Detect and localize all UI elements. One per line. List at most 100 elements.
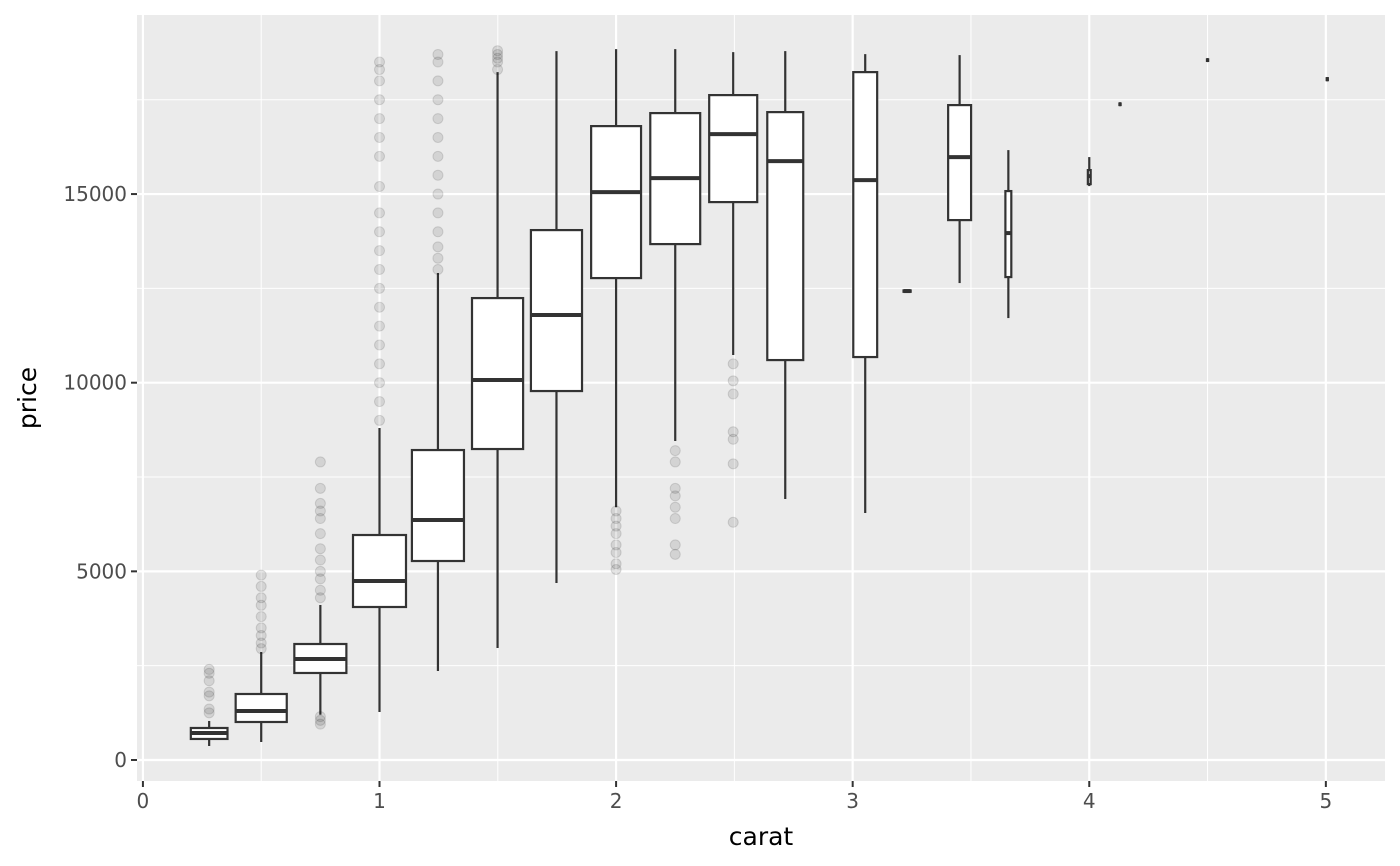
y-axis-title: price: [13, 367, 42, 429]
outlier: [374, 94, 386, 106]
outlier: [314, 505, 326, 517]
outlier: [727, 358, 739, 370]
outlier: [492, 48, 504, 60]
outlier: [610, 558, 622, 570]
outlier: [255, 580, 267, 592]
outlier: [432, 226, 444, 238]
outlier: [727, 426, 739, 438]
outlier: [374, 301, 386, 313]
outlier: [374, 358, 386, 370]
outlier: [314, 714, 326, 726]
outlier: [727, 388, 739, 400]
box: [351, 533, 408, 609]
outlier: [255, 611, 267, 623]
outlier: [374, 64, 386, 76]
x-tick-label: 2: [610, 789, 623, 813]
outlier: [374, 113, 386, 125]
outlier: [314, 497, 326, 509]
outlier: [432, 252, 444, 264]
y-tick-label: 15000: [63, 182, 127, 206]
outlier: [314, 718, 326, 730]
outlier: [203, 667, 215, 679]
outlier: [314, 584, 326, 596]
outlier: [314, 565, 326, 577]
x-tick-label: 4: [1083, 789, 1096, 813]
box: [766, 111, 805, 362]
outlier: [610, 520, 622, 532]
outlier: [669, 513, 681, 525]
outlier: [314, 573, 326, 585]
outlier: [610, 513, 622, 525]
outlier: [255, 643, 267, 655]
outlier: [203, 686, 215, 698]
box: [852, 71, 879, 359]
outlier: [432, 188, 444, 200]
outlier: [374, 264, 386, 276]
outlier: [255, 622, 267, 634]
x-tick-label: 1: [373, 789, 386, 813]
outlier: [255, 637, 267, 649]
y-tick-label: 5000: [76, 559, 127, 583]
outlier: [314, 528, 326, 540]
outlier: [374, 414, 386, 426]
box: [529, 228, 584, 393]
outlier: [610, 563, 622, 575]
outlier: [374, 226, 386, 238]
outlier: [374, 245, 386, 257]
outlier: [203, 690, 215, 702]
outlier: [432, 169, 444, 181]
outlier: [727, 433, 739, 445]
outlier: [727, 375, 739, 387]
outlier: [610, 528, 622, 540]
outlier: [255, 629, 267, 641]
outlier: [374, 282, 386, 294]
x-tick-label: 5: [1319, 789, 1332, 813]
outlier: [432, 207, 444, 219]
outlier: [492, 45, 504, 57]
outlier: [669, 445, 681, 457]
outlier: [669, 456, 681, 468]
outlier: [432, 94, 444, 106]
outlier: [374, 320, 386, 332]
x-axis-title: carat: [729, 822, 794, 851]
outlier: [432, 241, 444, 253]
outlier: [374, 131, 386, 143]
outlier: [374, 181, 386, 193]
outlier: [203, 663, 215, 675]
box: [234, 692, 288, 724]
outlier: [432, 131, 444, 143]
outlier: [492, 64, 504, 76]
outlier: [374, 75, 386, 87]
outlier: [374, 339, 386, 351]
outlier: [374, 396, 386, 408]
outlier: [255, 569, 267, 581]
outlier: [727, 516, 739, 528]
outlier: [432, 113, 444, 125]
outlier: [492, 52, 504, 64]
box: [470, 296, 525, 451]
outlier: [610, 546, 622, 558]
outlier: [669, 490, 681, 502]
outlier: [374, 207, 386, 219]
outlier: [727, 458, 739, 470]
outlier: [203, 707, 215, 719]
y-tick-label: 0: [114, 748, 127, 772]
outlier: [255, 599, 267, 611]
outlier: [669, 548, 681, 560]
outlier: [669, 539, 681, 551]
outlier: [669, 482, 681, 494]
outlier: [203, 703, 215, 715]
box: [410, 448, 466, 563]
outlier: [203, 675, 215, 687]
outlier: [374, 56, 386, 68]
x-tick-label: 0: [137, 789, 150, 813]
box: [590, 125, 643, 280]
outlier: [610, 505, 622, 517]
box: [708, 93, 759, 204]
outlier: [314, 456, 326, 468]
y-tick-label: 10000: [63, 371, 127, 395]
outlier: [374, 377, 386, 389]
outlier: [374, 150, 386, 162]
